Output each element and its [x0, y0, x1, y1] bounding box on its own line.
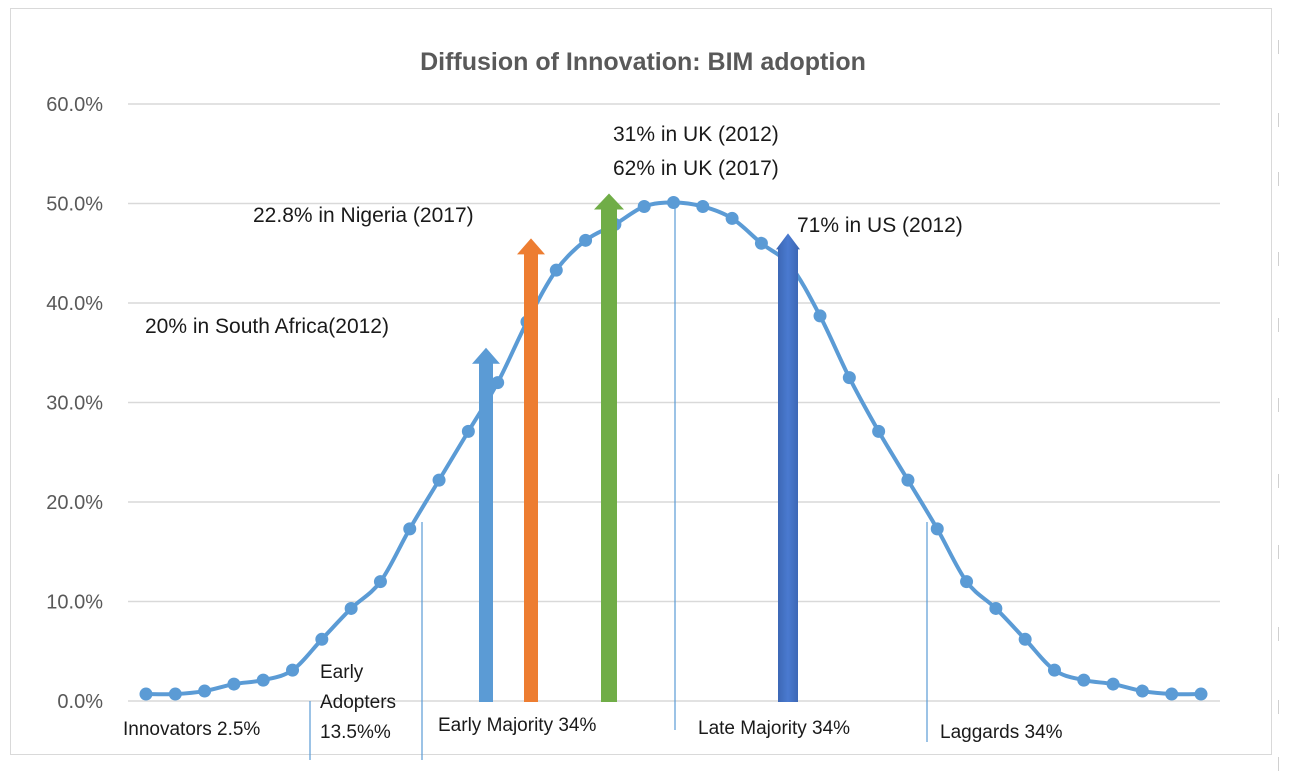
y-tick-label: 50.0% [46, 194, 103, 216]
annotation-south-africa: 20% in South Africa(2012) [145, 315, 389, 338]
curve-point [1106, 677, 1120, 691]
y-tick-label: 30.0% [46, 393, 103, 415]
curve-point [754, 236, 768, 250]
y-tick-label: 60.0% [46, 94, 103, 116]
segment-divider-lines [309, 200, 928, 760]
segment-early-majority: Early Majority 34% [438, 715, 596, 736]
curve-point [930, 522, 944, 536]
adoption-curve [139, 196, 1208, 701]
arrow-annotations: 20% in South Africa(2012) 22.8% in Nigeri… [145, 123, 963, 338]
curve-point [344, 601, 358, 615]
segment-late-majority: Late Majority 34% [698, 718, 850, 739]
sheet-row-mark [1278, 627, 1279, 641]
curve-point [286, 663, 300, 677]
curve-point [725, 211, 739, 225]
y-tick-label: 0.0% [57, 691, 103, 713]
arrow-nigeria [517, 238, 545, 702]
chart-title: Diffusion of Innovation: BIM adoption [420, 48, 866, 76]
curve-point [139, 687, 153, 701]
arrow-uk [594, 193, 624, 703]
curve-line [145, 200, 1202, 697]
segment-early-adopters: 13.5%% [320, 722, 391, 743]
curve-point [168, 687, 182, 701]
curve-point [637, 199, 651, 213]
curve-point [1165, 687, 1179, 701]
gridlines [128, 103, 1220, 702]
sheet-row-mark [1278, 398, 1279, 412]
sheet-row-mark [1278, 113, 1279, 127]
curve-point [491, 376, 505, 390]
curve-point [901, 473, 915, 487]
annotation-uk: 62% in UK (2017) [613, 157, 779, 180]
segment-early-adopters: Early [320, 662, 364, 683]
curve-point [989, 601, 1003, 615]
annotation-uk: 31% in UK (2012) [613, 123, 779, 146]
curve-point [315, 632, 329, 646]
curve-point [461, 424, 475, 438]
curve-point [403, 522, 417, 536]
curve-point [549, 263, 563, 277]
annotation-us: 71% in US (2012) [797, 214, 963, 237]
sheet-row-mark [1278, 545, 1279, 559]
curve-point [432, 473, 446, 487]
segment-laggards: Laggards 34% [940, 722, 1063, 743]
curve-point [198, 684, 212, 698]
segment-early-adopters: Adopters [320, 692, 396, 713]
segment-labels: Innovators 2.5% Early Adopters 13.5%% Early … [123, 662, 1063, 743]
annotation-nigeria: 22.8% in Nigeria (2017) [253, 204, 474, 227]
curve-point [813, 309, 827, 323]
curve-point [1018, 632, 1032, 646]
sheet-row-mark [1278, 318, 1279, 332]
sheet-row-mark [1278, 474, 1279, 488]
adoption-arrows [472, 193, 800, 703]
curve-point [373, 575, 387, 589]
y-tick-label: 10.0% [46, 592, 103, 614]
curve-point [1077, 673, 1091, 687]
arrow-south-africa [472, 347, 500, 702]
y-tick-label: 40.0% [46, 293, 103, 315]
curve-point [842, 371, 856, 385]
segment-innovators: Innovators 2.5% [123, 719, 260, 740]
curve-point [960, 575, 974, 589]
curve-point [1194, 687, 1208, 701]
sheet-row-mark [1278, 252, 1279, 266]
curve-point [256, 673, 270, 687]
curve-point [1135, 684, 1149, 698]
sheet-row-mark [1278, 700, 1279, 714]
sheet-row-mark [1278, 40, 1279, 54]
curve-point [696, 199, 710, 213]
sheet-row-mark [1278, 172, 1279, 186]
chart-frame [10, 8, 1272, 755]
y-axis-tick-labels: 0.0% 10.0% 20.0% 30.0% 40.0% 50.0% 60.0% [46, 94, 103, 713]
curve-point [1047, 663, 1061, 677]
curve-point [872, 424, 886, 438]
y-tick-label: 20.0% [46, 492, 103, 514]
curve-point [667, 196, 680, 210]
arrow-us [776, 233, 800, 702]
curve-point [227, 677, 241, 691]
curve-point [579, 233, 593, 247]
